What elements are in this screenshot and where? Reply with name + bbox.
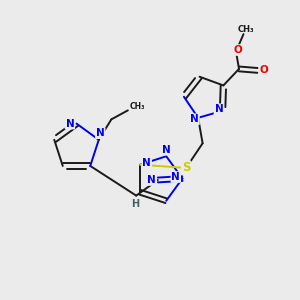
Text: H: H: [130, 199, 139, 209]
Text: O: O: [259, 65, 268, 75]
Text: N: N: [214, 104, 223, 114]
Text: N: N: [65, 118, 74, 129]
Text: CH₃: CH₃: [129, 102, 145, 111]
Text: S: S: [182, 161, 190, 174]
Text: N: N: [162, 145, 171, 154]
Text: N: N: [190, 114, 199, 124]
Text: N: N: [147, 175, 156, 185]
Text: CH₃: CH₃: [238, 25, 254, 34]
Text: N: N: [96, 128, 105, 138]
Text: O: O: [233, 45, 242, 55]
Text: N: N: [171, 172, 180, 182]
Text: N: N: [142, 158, 151, 168]
